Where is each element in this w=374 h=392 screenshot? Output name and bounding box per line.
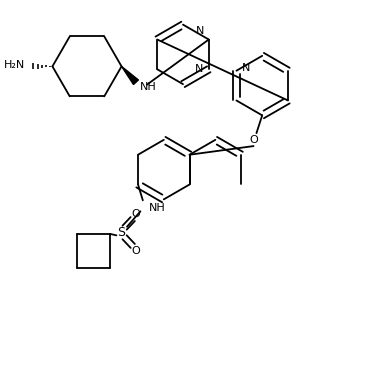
Text: H₂N: H₂N: [4, 60, 25, 71]
Text: N: N: [194, 64, 203, 74]
Text: O: O: [131, 246, 140, 256]
Text: N: N: [196, 25, 204, 36]
Text: O: O: [131, 209, 140, 219]
Polygon shape: [122, 66, 138, 85]
Text: S: S: [117, 226, 125, 239]
Text: NH: NH: [140, 82, 157, 92]
Text: N: N: [242, 63, 251, 73]
Text: O: O: [249, 135, 258, 145]
Text: NH: NH: [149, 203, 166, 212]
